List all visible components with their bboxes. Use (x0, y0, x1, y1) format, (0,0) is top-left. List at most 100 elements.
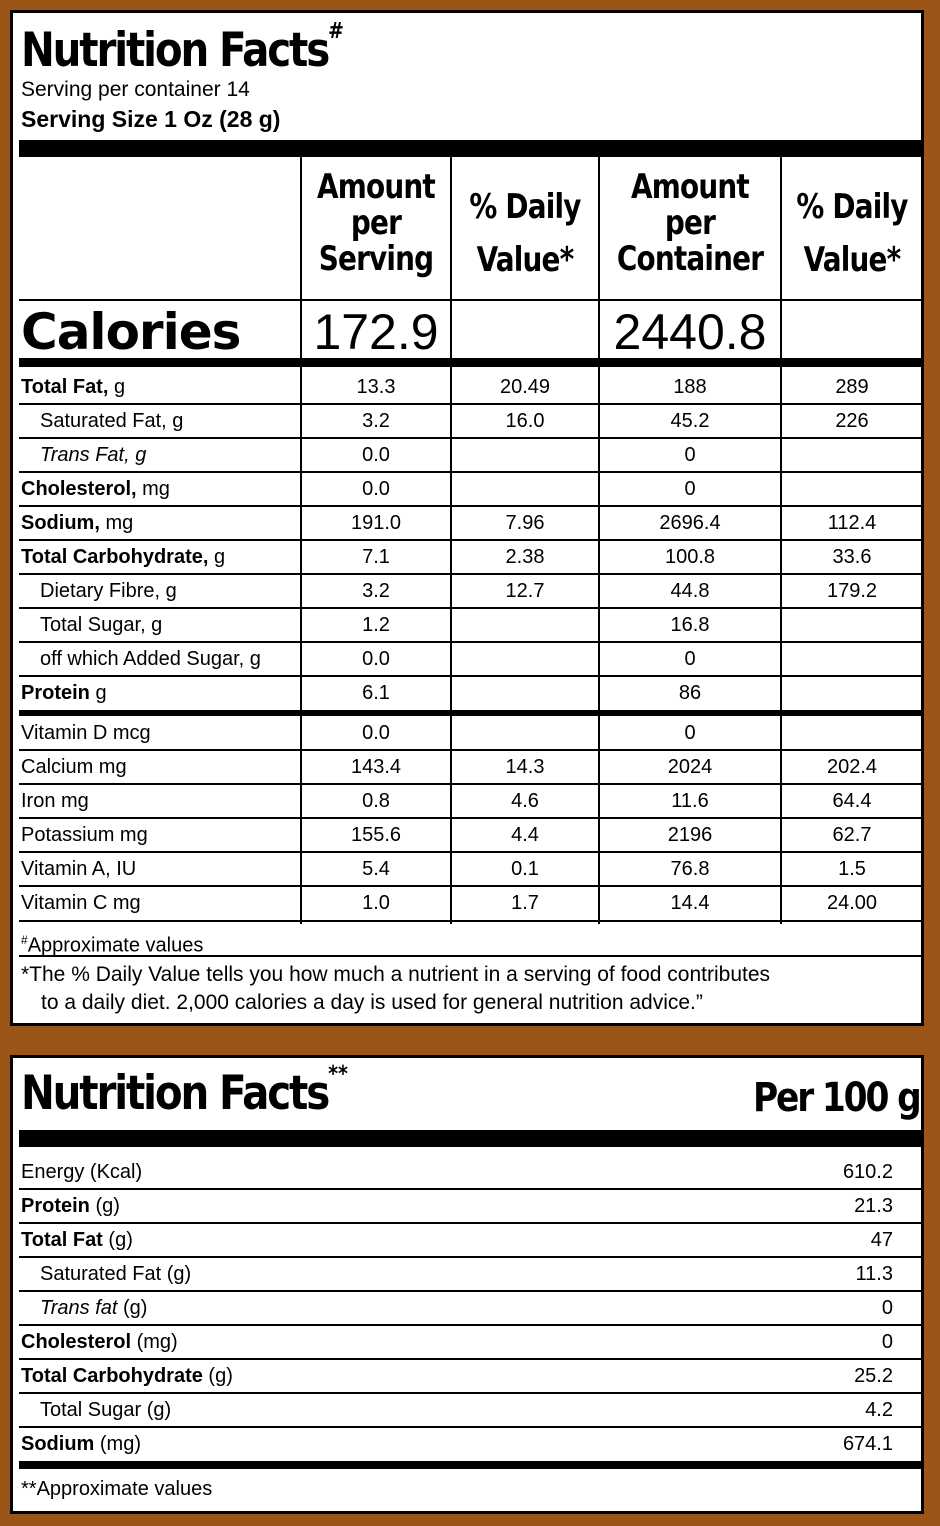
header-line: Value* (476, 240, 575, 280)
nutrient-label: Saturated Fat (g) (40, 1257, 191, 1291)
nutrient-name: Total Fat (21, 1229, 103, 1251)
table-row: Sodium, mg 191.0 7.96 2696.4 112.4 (13, 506, 921, 540)
row-divider (19, 783, 921, 785)
header-line: Amount (631, 167, 750, 207)
panel1-title-mark: # (328, 19, 344, 44)
nutrient-label: Vitamin D mcg (21, 716, 151, 750)
daily-value-note-line2: to a daily diet. 2,000 calories a day is… (41, 991, 703, 1014)
amount-per-container: 76.8 (670, 858, 710, 880)
amount-per-serving: 191.0 (350, 512, 402, 534)
nutrient-label: Potassium mg (21, 818, 148, 852)
daily-value-serving: 4.4 (511, 824, 539, 846)
calories-label: Calories (21, 303, 241, 361)
amount-per-serving: 13.3 (356, 376, 396, 398)
row-divider (19, 1222, 921, 1224)
amount-per-container: 2196 (667, 824, 713, 846)
amount-per-serving: 0.0 (362, 722, 390, 744)
nutrient-label: Iron mg (21, 784, 89, 818)
table-row: Sodium (mg) 674.1 (13, 1427, 921, 1461)
nutrient-label: Cholesterol, mg (21, 472, 170, 506)
amount-per-container: 100.8 (664, 546, 716, 568)
daily-value-note-line1: *The % Daily Value tells you how much a … (21, 963, 771, 986)
nutrient-label: Total Fat, g (21, 370, 125, 404)
row-divider (19, 471, 921, 473)
nutrient-label: Dietary Fibre, g (40, 574, 177, 608)
header-line: Amount (317, 167, 436, 207)
daily-value-serving: 2.38 (505, 546, 545, 568)
panel2-title-mark: ** (328, 1062, 348, 1087)
nutrient-unit: (g) (102, 1229, 133, 1251)
table-row: Trans fat (g) 0 (13, 1291, 921, 1325)
daily-value-serving: 12.7 (505, 580, 545, 602)
header-amount-per-container: Amount per Container (615, 169, 764, 277)
header-line: Serving (318, 239, 434, 279)
header-daily-value-container: % Daily Value* (794, 189, 910, 278)
nutrient-value: 4.2 (865, 1399, 893, 1421)
nutrient-unit: Saturated Fat, g (40, 410, 184, 432)
nutrient-value: 25.2 (854, 1365, 893, 1387)
nutrient-unit: g (89, 682, 107, 704)
nutrition-facts-per-serving-panel: Nutrition Facts# Serving per container 1… (10, 10, 924, 1026)
nutrient-unit: (g) (202, 1365, 233, 1387)
nutrient-unit: Iron mg (21, 790, 89, 812)
panel2-title-text: Nutrition Facts (21, 1066, 330, 1121)
nutrient-value: 11.3 (855, 1263, 893, 1285)
header-line: Container (616, 239, 764, 279)
row-divider (19, 851, 921, 853)
row-divider (19, 1392, 921, 1394)
row-divider (19, 641, 921, 643)
header-line: % Daily (796, 187, 908, 227)
nutrient-label: Calcium mg (21, 750, 127, 784)
row-divider (19, 437, 921, 439)
amount-per-container: 2024 (667, 756, 713, 778)
nutrient-name: Total Carbohydrate (21, 1365, 203, 1387)
row-divider (19, 573, 921, 575)
nutrient-unit: Calcium mg (21, 756, 127, 778)
table-row: Vitamin D mcg 0.0 0 (13, 716, 921, 750)
daily-value-serving: 20.49 (499, 376, 551, 398)
table-row: Trans Fat, g 0.0 0 (13, 438, 921, 472)
table-row: Protein (g) 21.3 (13, 1189, 921, 1223)
nutrient-unit: (mg) (94, 1433, 142, 1455)
daily-value-container: 289 (835, 376, 869, 398)
row-divider (19, 1358, 921, 1360)
servings-per-container: Serving per container 14 (21, 78, 250, 101)
nutrient-value: 674.1 (842, 1433, 893, 1455)
table-row: Total Sugar (g) 4.2 (13, 1393, 921, 1427)
amount-per-container: 0 (684, 722, 696, 744)
table-row: Total Sugar, g 1.2 16.8 (13, 608, 921, 642)
amount-per-container: 11.6 (671, 790, 709, 812)
header-line: per (350, 203, 402, 243)
table-row: Energy (Kcal) 610.2 (13, 1155, 921, 1189)
nutrient-label: Total Sugar, g (40, 608, 162, 642)
nutrient-name: Cholesterol, (21, 478, 137, 500)
nutrient-name: Total Carbohydrate, (21, 546, 209, 568)
nutrient-label: Vitamin A, IU (21, 852, 136, 886)
amount-per-container: 0 (684, 478, 696, 500)
table-row: Cholesterol, mg 0.0 0 (13, 472, 921, 506)
nutrient-unit: mg (99, 512, 134, 534)
nutrient-unit: Trans Fat, g (40, 444, 147, 466)
nutrient-label: Total Fat (g) (21, 1223, 133, 1257)
nutrient-value: 0 (881, 1297, 893, 1319)
table-row: Vitamin A, IU 5.4 0.1 76.8 1.5 (13, 852, 921, 886)
nutrient-label: Saturated Fat, g (40, 404, 183, 438)
row-divider (19, 675, 921, 677)
nutrient-label: Sodium (mg) (21, 1427, 141, 1461)
section-divider (19, 710, 921, 716)
nutrient-value: 0 (881, 1331, 893, 1353)
nutrient-label: Total Carbohydrate (g) (21, 1359, 233, 1393)
table-row: Total Carbohydrate, g 7.1 2.38 100.8 33.6 (13, 540, 921, 574)
nutrient-unit: (mg) (131, 1331, 178, 1353)
daily-value-container: 179.2 (826, 580, 878, 602)
header-line: % Daily (469, 187, 581, 227)
daily-value-container: 62.7 (832, 824, 872, 846)
daily-value-container: 64.4 (832, 790, 872, 812)
daily-value-serving: 7.96 (505, 512, 545, 534)
nutrient-unit: mg (136, 478, 170, 500)
amount-per-container: 2696.4 (659, 512, 721, 534)
row-divider (19, 1188, 921, 1190)
amount-per-container: 16.8 (670, 614, 710, 636)
row-divider (19, 1426, 921, 1428)
table-row: Total Fat (g) 47 (13, 1223, 921, 1257)
